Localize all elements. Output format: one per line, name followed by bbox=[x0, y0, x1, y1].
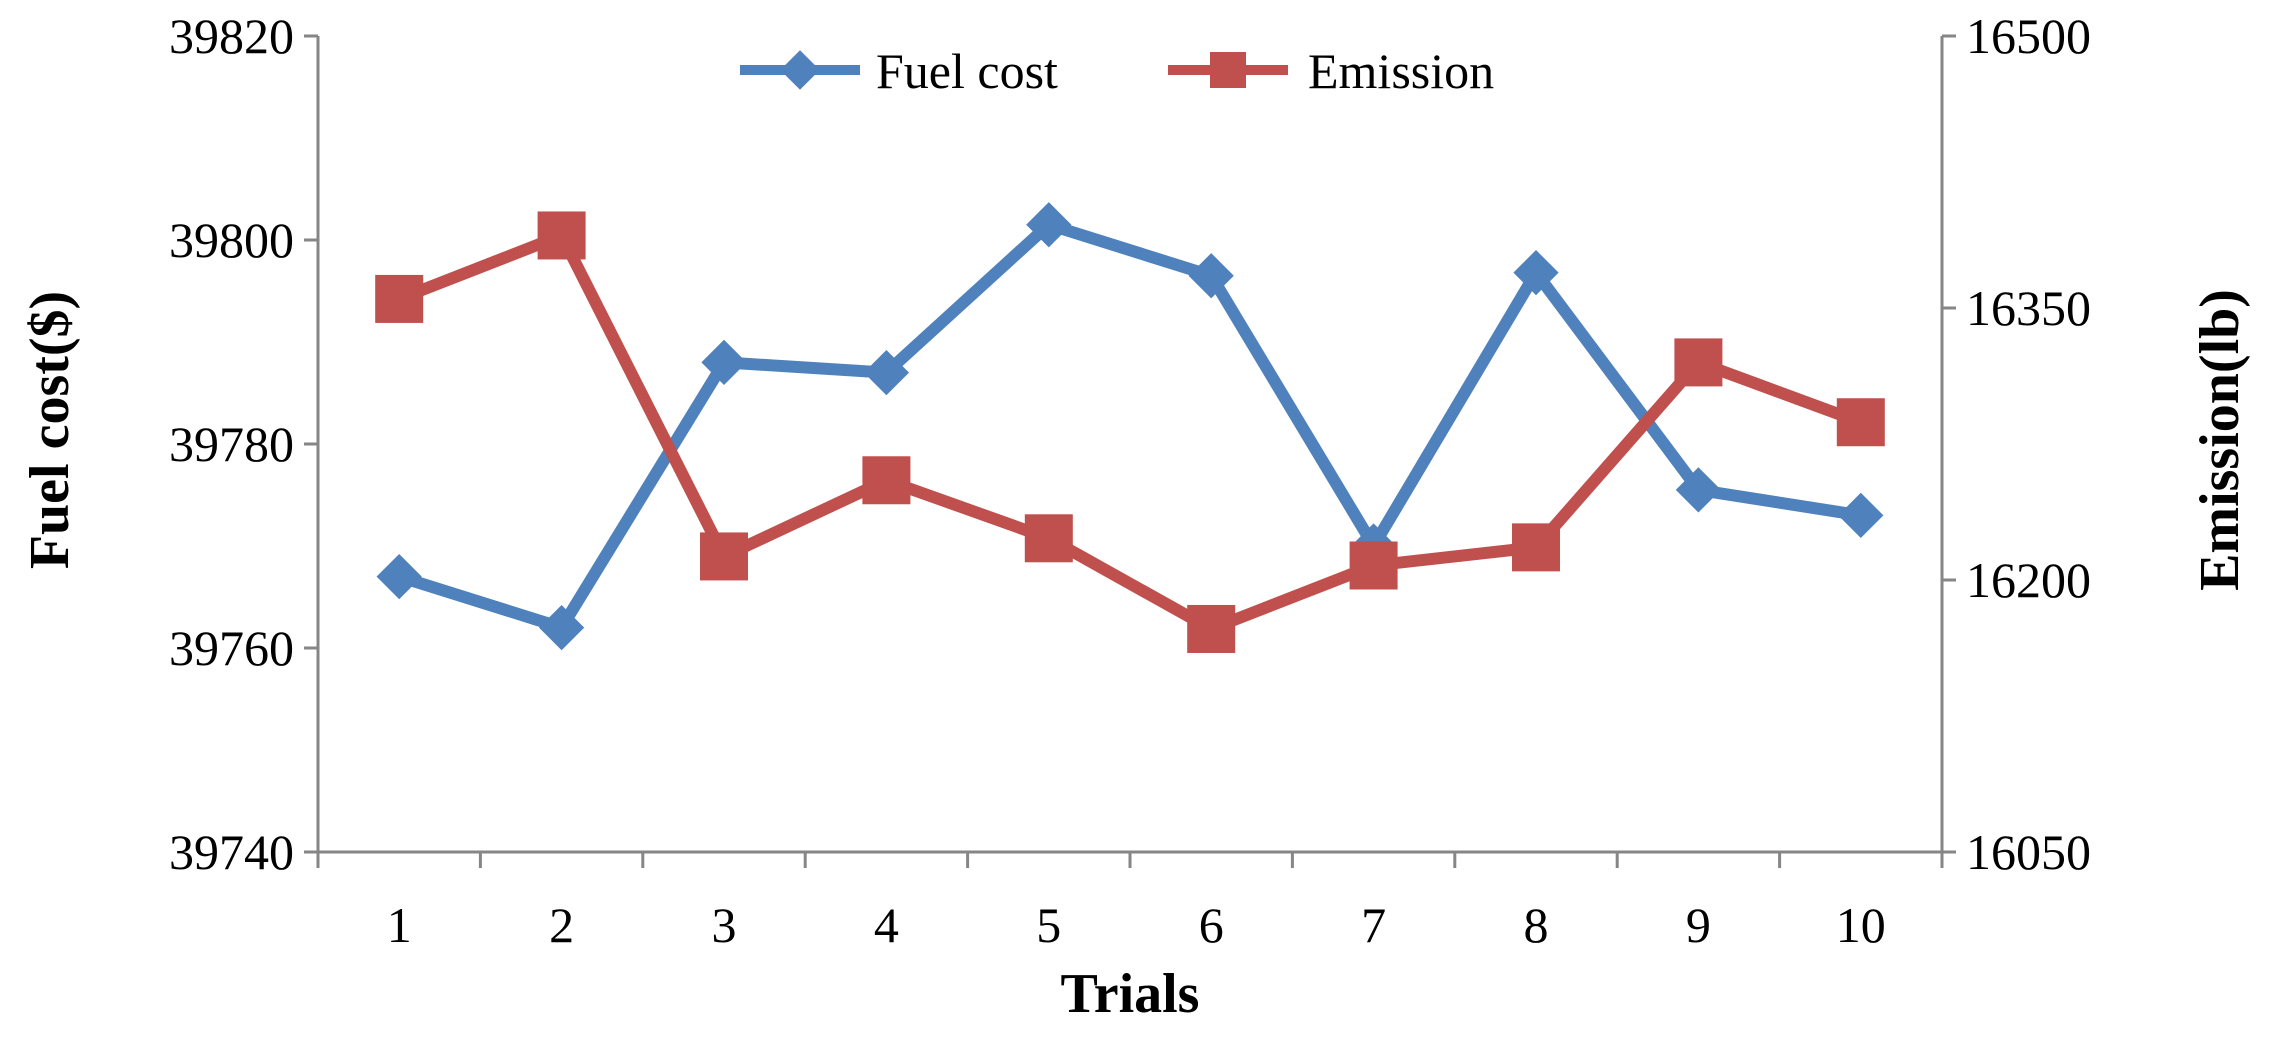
legend-emission-label: Emission bbox=[1308, 43, 1494, 99]
x-tick-label: 5 bbox=[1036, 897, 1061, 953]
data-point-square bbox=[537, 211, 586, 260]
series-line bbox=[393, 218, 1867, 634]
x-tick-label: 9 bbox=[1686, 897, 1711, 953]
data-point-square bbox=[1674, 338, 1723, 387]
x-tick-label: 7 bbox=[1361, 897, 1386, 953]
legend-fuel-cost-label: Fuel cost bbox=[876, 43, 1058, 99]
x-tick-label: 6 bbox=[1199, 897, 1224, 953]
left-y-tick-label: 39740 bbox=[169, 824, 294, 880]
x-tick-label: 1 bbox=[387, 897, 412, 953]
legend-fuel-cost-marker bbox=[780, 50, 820, 90]
data-point-square bbox=[1187, 604, 1236, 653]
legend-emission-marker bbox=[1210, 52, 1246, 88]
data-point-square bbox=[375, 274, 424, 323]
left-y-tick-label: 39760 bbox=[169, 620, 294, 676]
right-y-axis-title: Emission(lb) bbox=[2189, 289, 2251, 591]
right-y-tick-label: 16200 bbox=[1966, 552, 2091, 608]
data-point-square bbox=[700, 532, 748, 581]
left-y-tick-label: 39820 bbox=[169, 8, 294, 64]
data-point-diamond bbox=[538, 604, 585, 651]
series-line bbox=[393, 229, 1867, 635]
data-point-square bbox=[1512, 523, 1560, 572]
right-y-tick-label: 16050 bbox=[1966, 824, 2091, 880]
left-y-axis-title: Fuel cost($) bbox=[19, 291, 81, 569]
data-point-square bbox=[1024, 514, 1073, 563]
data-point-square bbox=[862, 456, 911, 505]
left-y-ticks: 39740 39760 39780 39800 39820 bbox=[169, 8, 318, 880]
data-point-diamond bbox=[1838, 492, 1884, 539]
x-tick-label: 8 bbox=[1524, 897, 1549, 953]
left-y-tick-label: 39800 bbox=[169, 212, 294, 268]
x-ticks: 1 2 3 4 5 6 7 8 9 10 bbox=[316, 852, 1944, 953]
x-tick-label: 2 bbox=[549, 897, 574, 953]
data-point-diamond bbox=[376, 553, 422, 600]
left-y-tick-label: 39780 bbox=[169, 416, 294, 472]
right-y-tick-label: 16500 bbox=[1966, 8, 2091, 64]
series-layer bbox=[375, 202, 1885, 653]
data-point-square bbox=[1836, 398, 1885, 447]
legend: Fuel cost Emission bbox=[740, 43, 1494, 99]
data-point-diamond bbox=[1026, 202, 1072, 248]
series-emission bbox=[375, 211, 1885, 653]
x-tick-label: 10 bbox=[1836, 897, 1886, 953]
x-axis-title: Trials bbox=[1061, 963, 1200, 1025]
x-tick-label: 3 bbox=[712, 897, 737, 953]
axes bbox=[316, 36, 1944, 854]
right-y-tick-label: 16350 bbox=[1966, 280, 2091, 336]
data-point-square bbox=[1349, 541, 1398, 590]
right-y-ticks: 16050 16200 16350 16500 bbox=[1942, 8, 2091, 880]
x-tick-label: 4 bbox=[874, 897, 899, 953]
